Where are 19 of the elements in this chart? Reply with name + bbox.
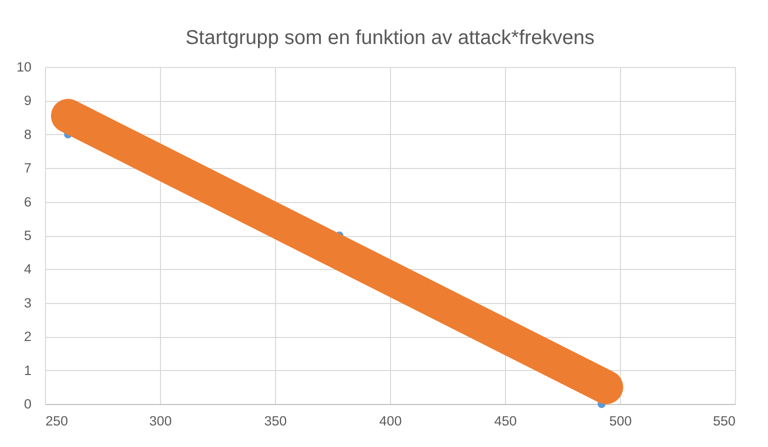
x-tick-label: 250 — [46, 414, 68, 428]
y-tick-label: 8 — [24, 126, 32, 142]
x-tick-label: 450 — [494, 414, 517, 428]
y-tick-label: 5 — [24, 228, 32, 243]
x-tick-label: 350 — [264, 414, 287, 428]
y-tick-label: 9 — [24, 93, 32, 108]
chart-title: Startgrupp som en funktion av attack*frekvens — [185, 27, 595, 49]
y-tick-label: 10 — [16, 60, 32, 74]
x-tick-label: 550 — [712, 414, 736, 428]
y-tick-label: 4 — [24, 262, 32, 277]
y-tick-label: 0 — [24, 396, 32, 412]
x-tick-label: 500 — [609, 414, 632, 428]
y-tick-label: 6 — [24, 194, 32, 210]
y-tick-label: 1 — [24, 362, 32, 378]
x-tick-label: 400 — [379, 414, 402, 428]
y-tick-label: 2 — [24, 329, 32, 344]
x-tick-label: 300 — [149, 414, 172, 428]
y-tick-label: 3 — [24, 295, 32, 310]
y-tick-label: 7 — [24, 160, 32, 176]
